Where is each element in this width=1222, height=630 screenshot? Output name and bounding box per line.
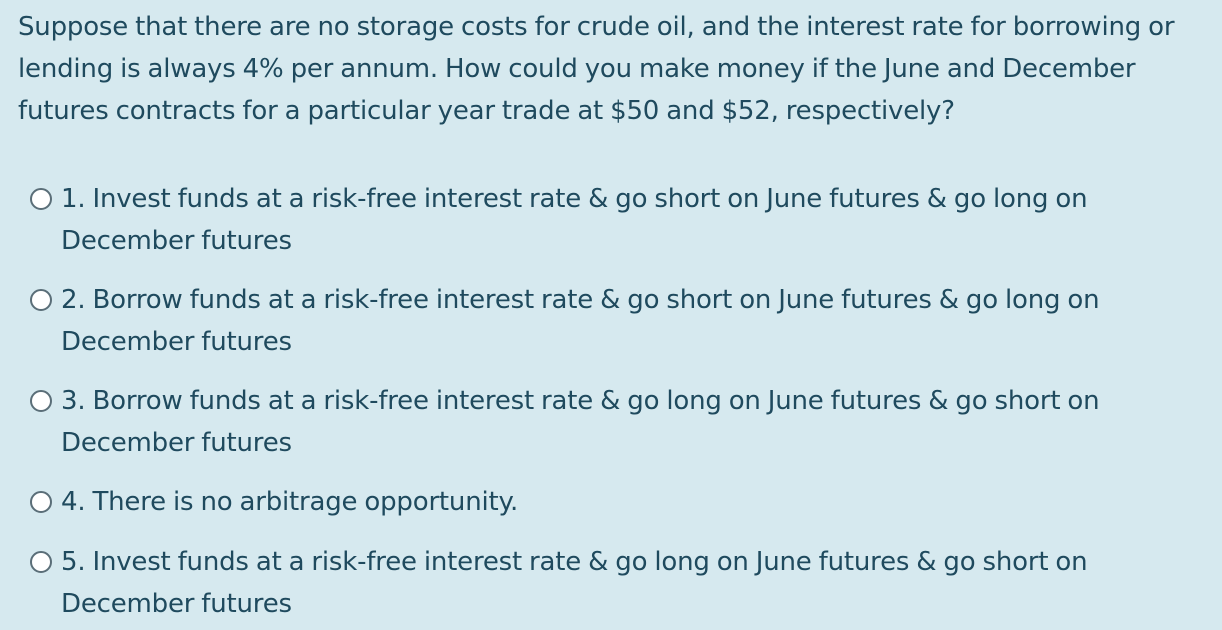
option-3-label: 3. Borrow funds at a risk-free interest … bbox=[61, 386, 1100, 458]
option-5-label: 5. Invest funds at a risk-free interest … bbox=[61, 547, 1088, 619]
option-1[interactable]: 1. Invest funds at a risk-free interest … bbox=[30, 178, 1210, 279]
radio-button-5[interactable] bbox=[30, 551, 52, 573]
option-2[interactable]: 2. Borrow funds at a risk-free interest … bbox=[30, 279, 1210, 380]
option-5[interactable]: 5. Invest funds at a risk-free interest … bbox=[30, 541, 1210, 625]
option-4-label: 4. There is no arbitrage opportunity. bbox=[61, 487, 519, 517]
question-text: Suppose that there are no storage costs … bbox=[18, 12, 1175, 126]
radio-button-2[interactable] bbox=[30, 289, 52, 311]
option-1-label: 1. Invest funds at a risk-free interest … bbox=[61, 184, 1088, 256]
option-4[interactable]: 4. There is no arbitrage opportunity. bbox=[30, 481, 1210, 541]
answer-options: 1. Invest funds at a risk-free interest … bbox=[30, 178, 1210, 625]
option-2-label: 2. Borrow funds at a risk-free interest … bbox=[61, 285, 1100, 357]
radio-button-1[interactable] bbox=[30, 188, 52, 210]
radio-button-3[interactable] bbox=[30, 390, 52, 412]
option-3[interactable]: 3. Borrow funds at a risk-free interest … bbox=[30, 380, 1210, 481]
radio-button-4[interactable] bbox=[30, 491, 52, 513]
